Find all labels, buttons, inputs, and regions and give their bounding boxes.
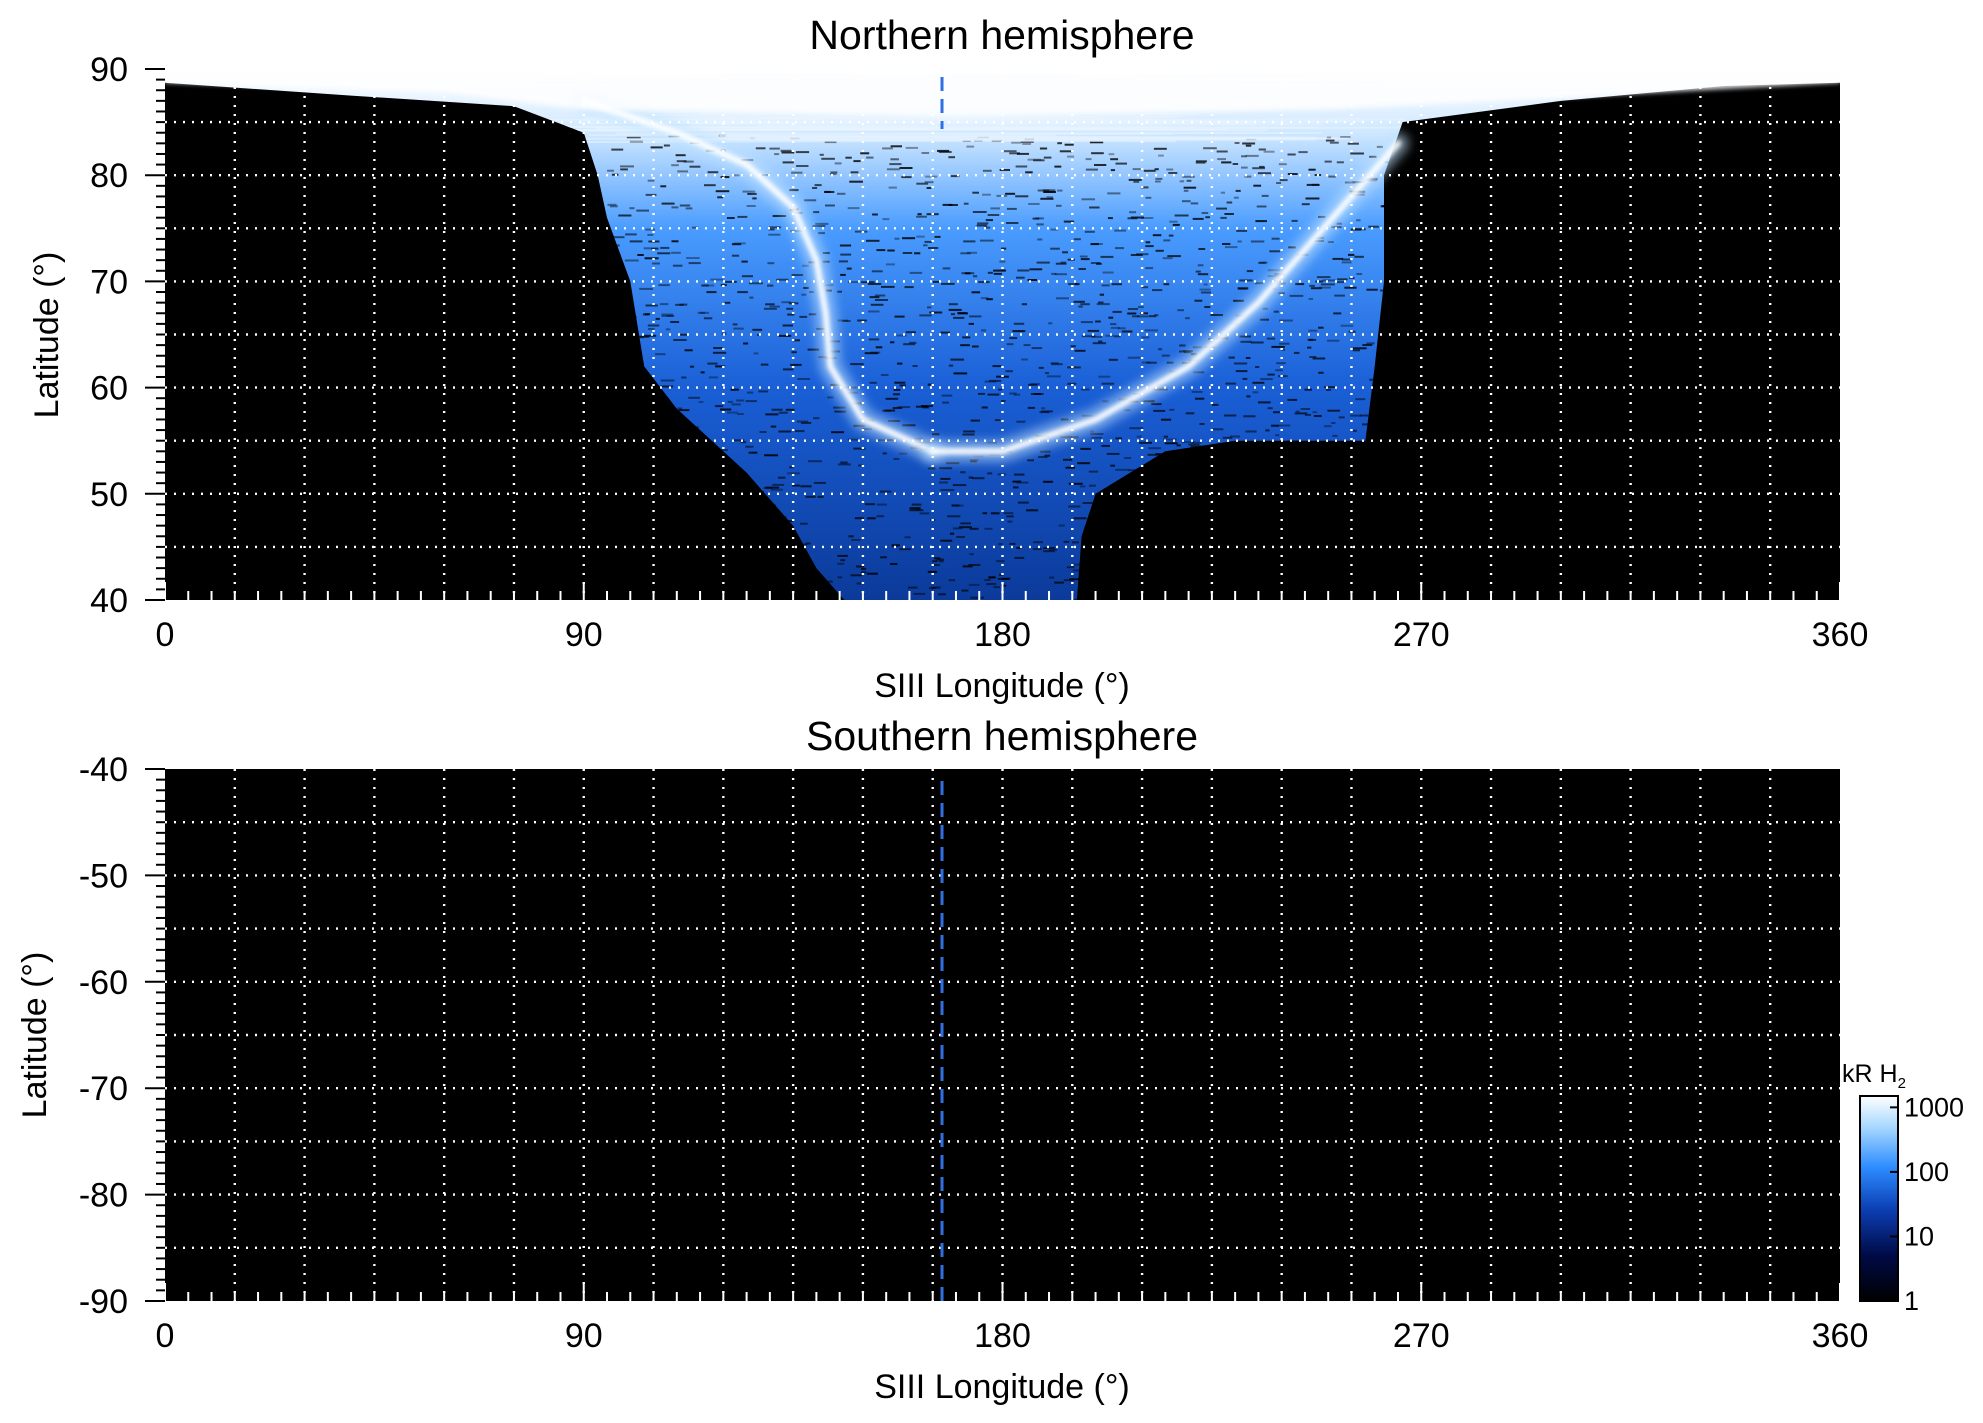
south-y-tick-label: -40 (79, 751, 128, 789)
north-main-oval-dawn-arm (580, 97, 936, 455)
south-grid (165, 769, 1840, 1301)
south-y-axis-label: Latitude (°) (16, 952, 54, 1119)
colorbar-title-subscript: 2 (1898, 1075, 1906, 1092)
north-y-tick-label: 90 (90, 51, 128, 89)
colorbar-tick-label: 10 (1904, 1221, 1934, 1251)
south-x-tick-label: 180 (974, 1317, 1031, 1355)
north-y-tick-label: 80 (90, 157, 128, 195)
colorbar-scale (1859, 1095, 1899, 1302)
south-y-tick-label: -90 (79, 1283, 128, 1321)
south-title: Southern hemisphere (806, 713, 1198, 759)
north-polar-cap-emission (165, 69, 1840, 117)
colorbar: kR H2 1 10 100 1000 (1842, 1060, 1964, 1316)
south-x-tick-label: 0 (156, 1317, 175, 1355)
colorbar-tick-label: 1 (1904, 1286, 1919, 1316)
north-y-tick-label: 40 (90, 582, 128, 620)
north-y-tick-label: 70 (90, 263, 128, 301)
colorbar-tick-label: 100 (1904, 1157, 1949, 1187)
north-x-tick-label: 180 (974, 616, 1031, 654)
south-y-tick-label: -50 (79, 857, 128, 895)
north-y-tick-label: 60 (90, 370, 128, 408)
colorbar-title: kR H2 (1842, 1060, 1906, 1092)
south-x-tick-label: 270 (1393, 1317, 1450, 1355)
north-ticks: 0 90 180 270 360 40 50 60 70 80 90 (90, 51, 1868, 654)
north-title: Northern hemisphere (809, 12, 1194, 58)
south-panel: 0 90 180 270 360 -40 -50 -60 -70 -80 -90 SIII Long… (16, 751, 1868, 1406)
north-x-tick-label: 0 (156, 616, 175, 654)
south-x-tick-label: 90 (565, 1317, 603, 1355)
colorbar-title-text: kR H (1842, 1060, 1898, 1088)
north-x-tick-label: 270 (1393, 616, 1450, 654)
north-grid (165, 69, 1840, 600)
colorbar-tick-label: 1000 (1904, 1092, 1964, 1122)
south-y-tick-label: -80 (79, 1177, 128, 1215)
south-x-axis-label: SIII Longitude (°) (874, 1368, 1130, 1406)
south-x-tick-label: 360 (1812, 1317, 1869, 1355)
north-x-axis-label: SIII Longitude (°) (874, 667, 1130, 705)
north-y-tick-label: 50 (90, 476, 128, 514)
colorbar-ticks: 1 10 100 1000 (1890, 1092, 1964, 1316)
south-y-tick-label: -60 (79, 964, 128, 1002)
north-y-axis-label: Latitude (°) (28, 252, 66, 419)
north-main-oval-dusk-arm (929, 140, 1401, 455)
south-ticks: 0 90 180 270 360 -40 -50 -60 -70 -80 -90 (79, 751, 1869, 1355)
north-x-tick-label: 360 (1812, 616, 1869, 654)
north-x-tick-label: 90 (565, 616, 603, 654)
south-y-tick-label: -70 (79, 1070, 128, 1108)
north-panel: 0 90 180 270 360 40 50 60 70 80 90 SIII Longitude … (28, 51, 1868, 705)
